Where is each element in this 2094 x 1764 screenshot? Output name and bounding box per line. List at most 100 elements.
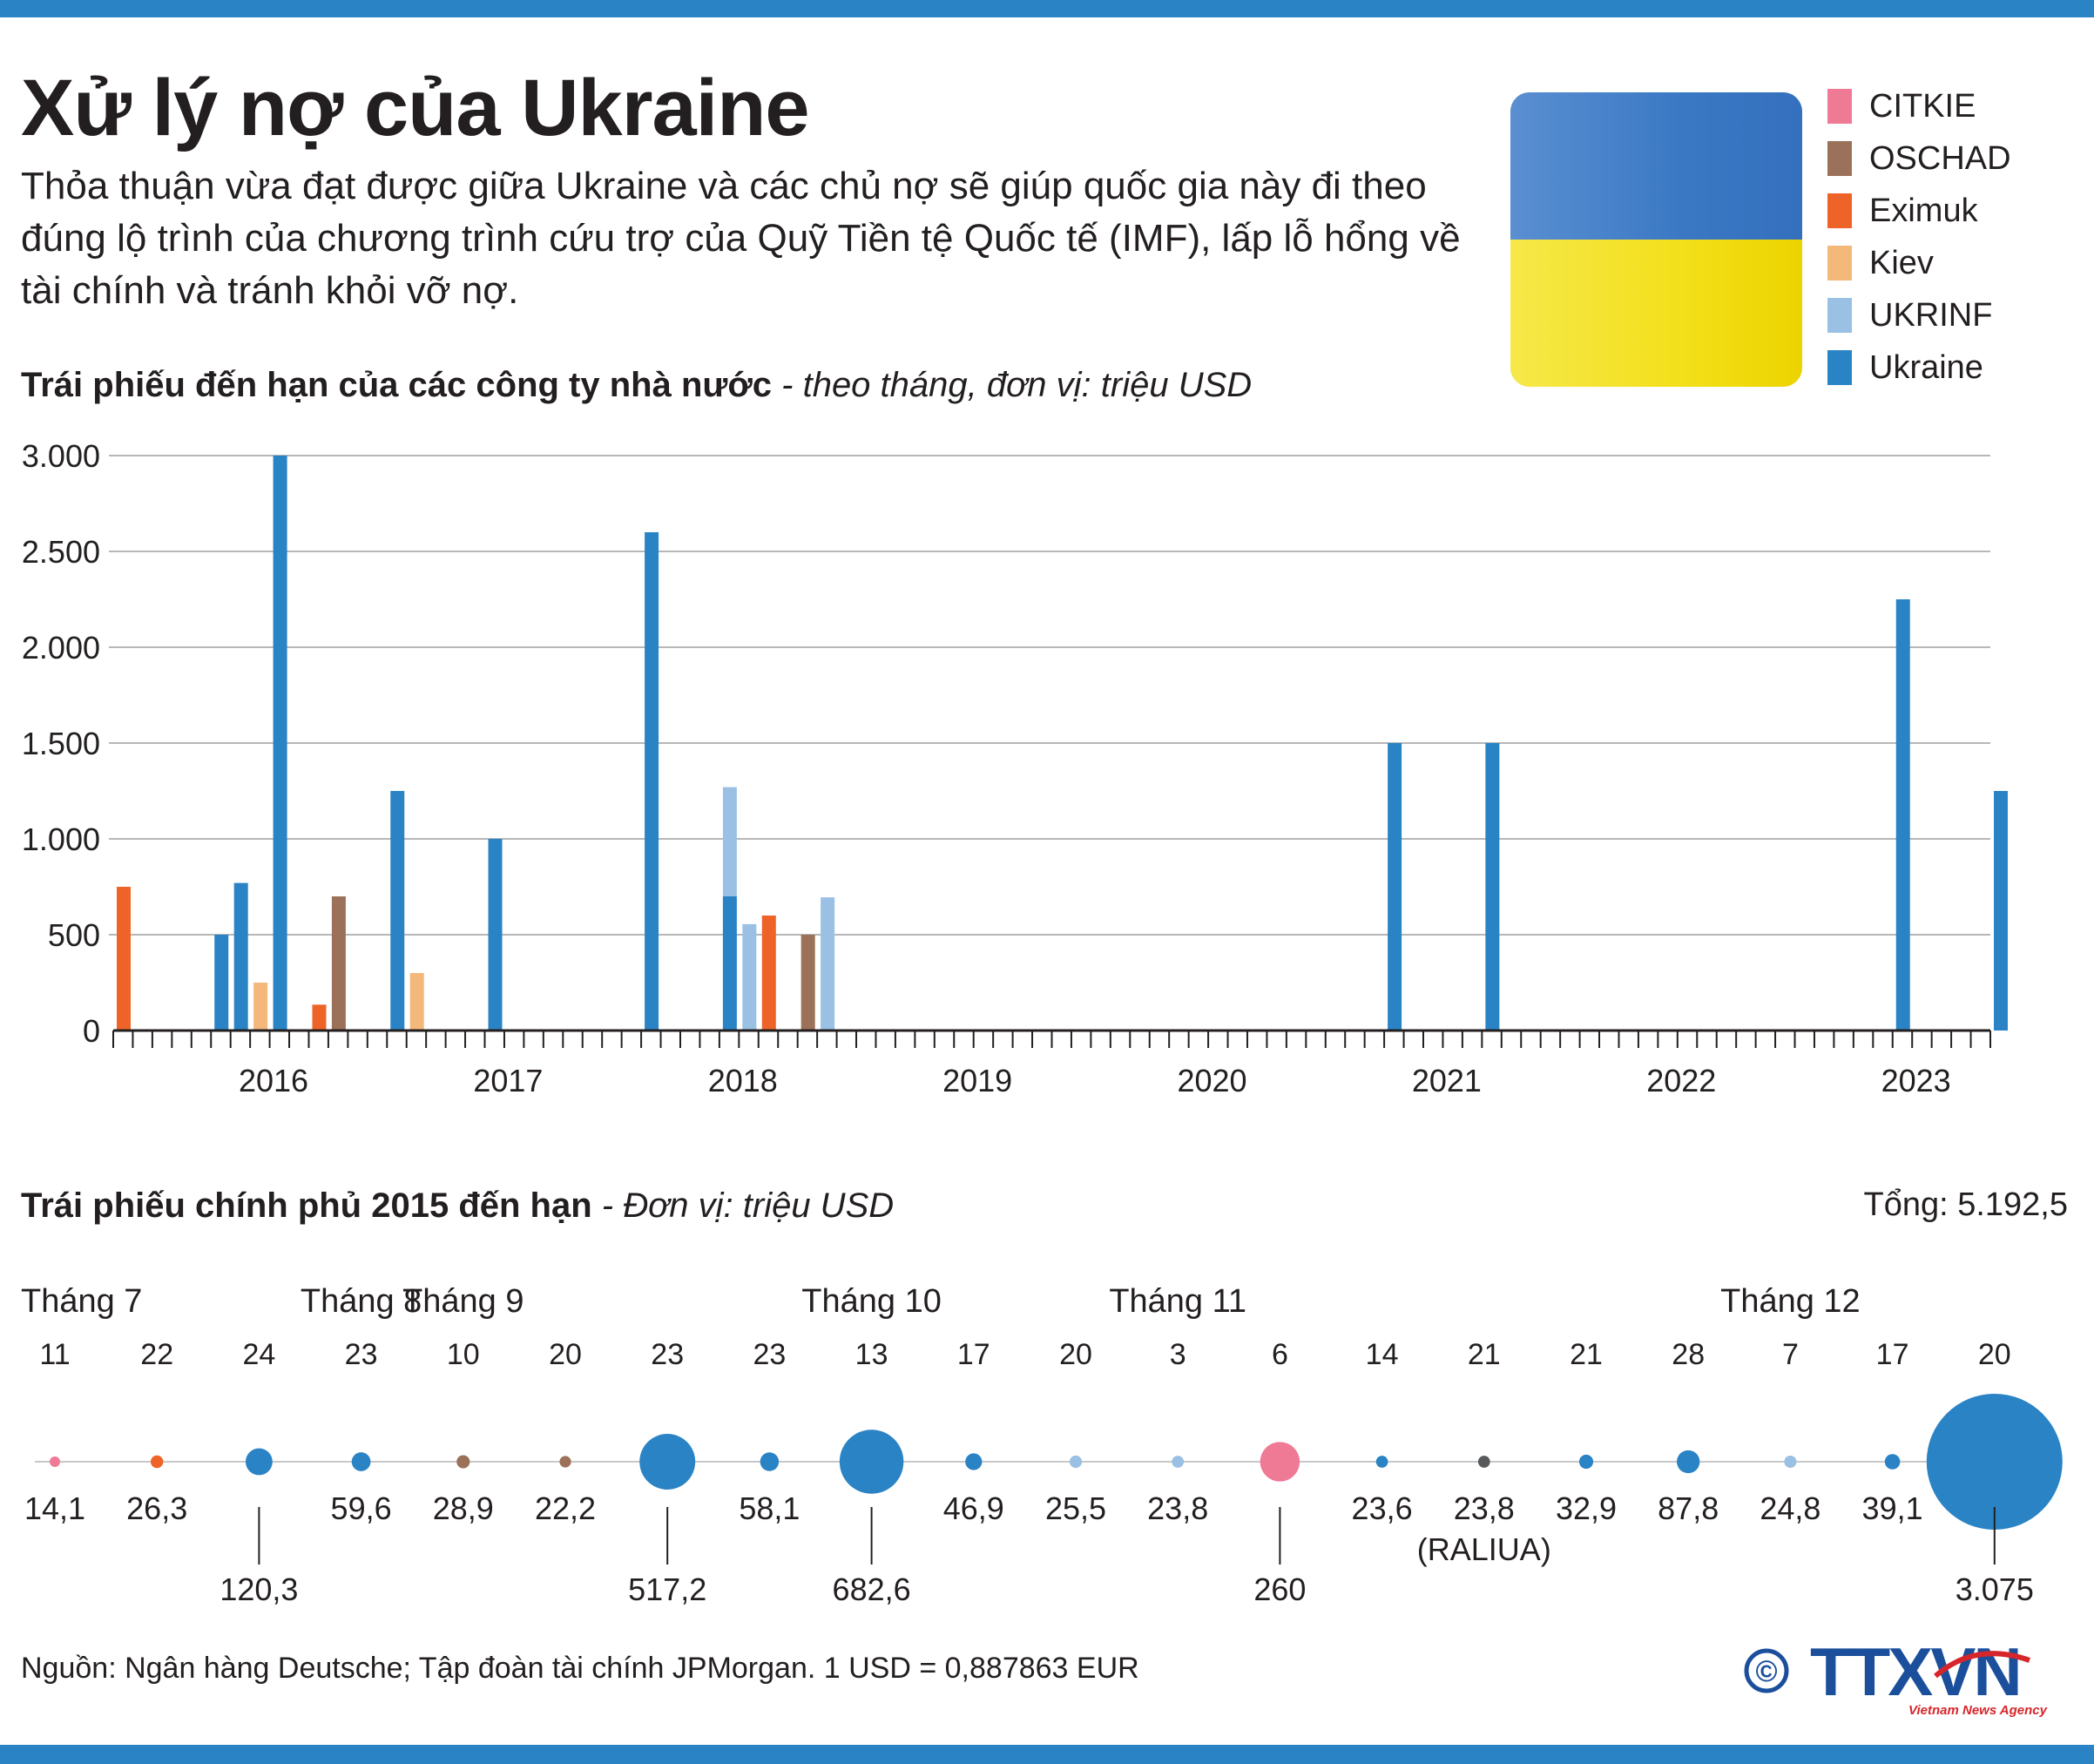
y-tick-label: 1.000 (22, 821, 100, 857)
value-label: 23,8 (1147, 1490, 1208, 1526)
bonds-title: Trái phiếu chính phủ 2015 đến hạn - Đơn … (21, 1186, 894, 1226)
day-label: 21 (1570, 1338, 1603, 1371)
legend-item-oschad: OSCHAD (1827, 132, 2011, 185)
bar-ukraine (645, 532, 659, 1031)
legend-swatch-ukraine (1827, 350, 1852, 385)
y-tick-label: 1.500 (22, 726, 100, 761)
bar-kiev (253, 983, 268, 1031)
bubble-ukrinf (1784, 1455, 1797, 1469)
legend-swatch-kiev (1827, 246, 1852, 280)
day-label: 21 (1468, 1338, 1501, 1371)
bar-ukraine (488, 839, 503, 1031)
bubble-oschad (456, 1455, 470, 1469)
y-tick-label: 2.000 (22, 630, 100, 666)
bar-kiev (409, 973, 424, 1031)
bar-ukrinf (722, 787, 737, 896)
legend-item-ukrinf: UKRINF (1827, 289, 2011, 341)
bonds-title-italic: - Đơn vị: triệu USD (591, 1186, 895, 1225)
intro-text: Thỏa thuận vừa đạt được giữa Ukraine và … (21, 165, 1461, 312)
legend-label-citkie: CITKIE (1869, 87, 1976, 125)
legend: CITKIE OSCHAD Eximuk Kiev UKRINF Ukraine (1827, 80, 2011, 394)
bubble-chart: Tháng 7 11 14,1 22 26,3 24 120,3 Tháng 8 23 59,6 T… (21, 1283, 2063, 1607)
x-tick-label: 2017 (473, 1063, 543, 1098)
month-label: Tháng 12 (1720, 1283, 1861, 1320)
x-tick-label: 2022 (1646, 1063, 1716, 1098)
day-label: 23 (753, 1338, 786, 1371)
value-label: 120,3 (220, 1571, 298, 1607)
bar-ukraine (1485, 743, 1500, 1031)
legend-swatch-citkie (1827, 89, 1852, 124)
legend-swatch-ukrinf (1827, 298, 1852, 333)
day-label: 28 (1672, 1338, 1705, 1371)
flag-blue-stripe (1510, 92, 1802, 240)
legend-label-eximuk: Eximuk (1869, 192, 1978, 229)
bar-oschad (331, 896, 346, 1031)
y-tick-label: 2.500 (22, 534, 100, 570)
flag-yellow-stripe (1510, 240, 1802, 387)
x-tick-label: 2019 (942, 1063, 1012, 1098)
value-label: 58,1 (739, 1490, 800, 1526)
top-accent-bar (0, 0, 2094, 17)
day-label: 17 (957, 1338, 990, 1371)
bar-ukraine (1994, 791, 2008, 1031)
day-label: 11 (39, 1338, 70, 1371)
bubble-ukraine (1375, 1456, 1388, 1468)
bar-ukraine (214, 935, 229, 1031)
bubble-ukraine (965, 1453, 983, 1470)
day-label: 13 (855, 1338, 888, 1371)
legend-swatch-eximuk (1827, 193, 1852, 228)
bar-ukraine (1895, 599, 1910, 1031)
bar-ukraine (1388, 743, 1402, 1031)
legend-label-kiev: Kiev (1869, 244, 1934, 281)
value-label: 28,9 (433, 1490, 494, 1526)
value-label: 24,8 (1760, 1490, 1820, 1526)
day-label: 10 (447, 1338, 480, 1371)
bar-eximuk (117, 887, 131, 1031)
value-label: 682,6 (833, 1571, 911, 1607)
day-label: 17 (1876, 1338, 1909, 1371)
bonds-title-bold: Trái phiếu chính phủ 2015 đến hạn (21, 1186, 592, 1225)
value-label: 26,3 (126, 1490, 187, 1526)
bubble-eximuk (150, 1455, 164, 1469)
value-label: 23,8 (1454, 1490, 1515, 1526)
bar-ukraine (390, 791, 405, 1031)
value-label: 32,9 (1556, 1490, 1617, 1526)
bubble-ukraine (1677, 1450, 1700, 1474)
value-label: 23,6 (1352, 1490, 1413, 1526)
y-tick-label: 3.000 (22, 438, 100, 474)
day-label: 23 (651, 1338, 684, 1371)
bar-chart-title: Trái phiếu đến hạn của các công ty nhà n… (21, 366, 1252, 405)
value-label: 25,5 (1045, 1490, 1106, 1526)
bar-eximuk (312, 1004, 327, 1031)
bar-chart-title-bold: Trái phiếu đến hạn của các công ty nhà n… (21, 366, 773, 404)
bubble-ukrinf (1172, 1456, 1185, 1468)
day-label: 23 (345, 1338, 378, 1371)
bar-chart-title-italic: - theo tháng, đơn vị: triệu USD (772, 366, 1253, 404)
bar-ukrinf (821, 897, 835, 1031)
value-label: 59,6 (331, 1490, 392, 1526)
value-label: 14,1 (24, 1490, 85, 1526)
value-label: 260 (1253, 1571, 1306, 1607)
day-label: 20 (1978, 1338, 2011, 1371)
bubble-raliua (1477, 1456, 1490, 1468)
day-label: 14 (1366, 1338, 1399, 1371)
month-label: Tháng 10 (801, 1283, 942, 1320)
bubble-citkie (1260, 1442, 1300, 1482)
x-tick-label: 2018 (708, 1063, 778, 1098)
bar-ukraine (233, 882, 248, 1031)
month-label: Tháng 7 (21, 1283, 142, 1320)
day-label: 20 (549, 1338, 582, 1371)
x-tick-label: 2020 (1177, 1063, 1246, 1098)
x-tick-label: 2021 (1412, 1063, 1482, 1098)
bonds-total: Tổng: 5.192,5 (1863, 1186, 2068, 1223)
legend-item-eximuk: Eximuk (1827, 185, 2011, 237)
copyright-symbol: © (1755, 1655, 1777, 1688)
ukraine-flag-icon (1510, 92, 1802, 387)
day-label: 7 (1782, 1338, 1799, 1371)
month-label: Tháng 9 (402, 1283, 524, 1320)
legend-label-oschad: OSCHAD (1869, 139, 2011, 177)
x-tick-label: 2016 (239, 1063, 308, 1098)
day-label: 22 (140, 1338, 173, 1371)
bar-ukrinf (742, 923, 757, 1031)
value-label: 39,1 (1862, 1490, 1923, 1526)
